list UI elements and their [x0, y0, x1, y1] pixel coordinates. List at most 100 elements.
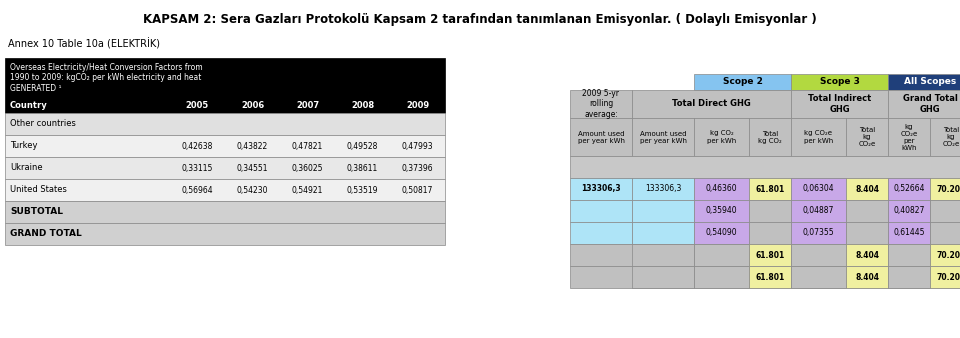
- FancyBboxPatch shape: [694, 74, 791, 90]
- FancyBboxPatch shape: [570, 222, 632, 244]
- FancyBboxPatch shape: [791, 244, 846, 266]
- Text: Overseas Electricity/Heat Conversion Factors from
1990 to 2009: kgCO₂ per kWh el: Overseas Electricity/Heat Conversion Fac…: [10, 63, 203, 93]
- FancyBboxPatch shape: [846, 200, 888, 222]
- FancyBboxPatch shape: [888, 200, 930, 222]
- Text: Total Indirect
GHG: Total Indirect GHG: [808, 94, 871, 114]
- Text: 0,54230: 0,54230: [237, 186, 268, 194]
- FancyBboxPatch shape: [888, 266, 930, 288]
- FancyBboxPatch shape: [888, 118, 930, 156]
- Text: 70.204: 70.204: [936, 272, 960, 282]
- Text: 133306,3: 133306,3: [645, 185, 682, 193]
- FancyBboxPatch shape: [791, 222, 846, 244]
- Text: Total
kg
CO₂e: Total kg CO₂e: [943, 127, 960, 147]
- Text: 0,35940: 0,35940: [706, 207, 737, 216]
- Text: SUBTOTAL: SUBTOTAL: [10, 208, 63, 217]
- Text: 0,54090: 0,54090: [706, 228, 737, 238]
- Text: 8.404: 8.404: [855, 185, 879, 193]
- FancyBboxPatch shape: [632, 200, 694, 222]
- FancyBboxPatch shape: [5, 113, 445, 135]
- Text: Other countries: Other countries: [10, 120, 76, 128]
- Text: 2006: 2006: [241, 100, 264, 110]
- Text: Amount used
per year kWh: Amount used per year kWh: [639, 130, 686, 144]
- FancyBboxPatch shape: [930, 266, 960, 288]
- FancyBboxPatch shape: [888, 74, 960, 90]
- Text: 70.204: 70.204: [936, 250, 960, 260]
- Text: 61.801: 61.801: [756, 185, 784, 193]
- FancyBboxPatch shape: [570, 156, 960, 178]
- FancyBboxPatch shape: [694, 266, 749, 288]
- FancyBboxPatch shape: [846, 266, 888, 288]
- Text: Turkey: Turkey: [10, 142, 37, 150]
- Text: 0,42638: 0,42638: [181, 142, 213, 150]
- FancyBboxPatch shape: [632, 118, 694, 156]
- FancyBboxPatch shape: [570, 200, 632, 222]
- FancyBboxPatch shape: [694, 118, 749, 156]
- FancyBboxPatch shape: [632, 178, 694, 200]
- FancyBboxPatch shape: [846, 118, 888, 156]
- FancyBboxPatch shape: [791, 74, 888, 90]
- FancyBboxPatch shape: [888, 178, 930, 200]
- FancyBboxPatch shape: [694, 200, 749, 222]
- Text: 2008: 2008: [351, 100, 374, 110]
- Text: 0,47821: 0,47821: [292, 142, 324, 150]
- FancyBboxPatch shape: [694, 222, 749, 244]
- Text: Ukraine: Ukraine: [10, 164, 42, 172]
- Text: United States: United States: [10, 186, 67, 194]
- FancyBboxPatch shape: [5, 179, 445, 201]
- Text: kg
CO₂e
per
kWh: kg CO₂e per kWh: [900, 123, 918, 150]
- Text: 0,53519: 0,53519: [347, 186, 378, 194]
- Text: Annex 10 Table 10a (ELEKTRİK): Annex 10 Table 10a (ELEKTRİK): [8, 38, 160, 49]
- Text: 0,33115: 0,33115: [181, 164, 213, 172]
- Text: kg CO₂e
per kWh: kg CO₂e per kWh: [804, 130, 833, 144]
- Text: 61.801: 61.801: [756, 272, 784, 282]
- Text: 70.204: 70.204: [936, 185, 960, 193]
- Text: GRAND TOTAL: GRAND TOTAL: [10, 230, 82, 239]
- Text: 0,50817: 0,50817: [402, 186, 433, 194]
- FancyBboxPatch shape: [694, 178, 749, 200]
- Text: 2009: 2009: [406, 100, 429, 110]
- FancyBboxPatch shape: [570, 244, 960, 266]
- FancyBboxPatch shape: [846, 178, 888, 200]
- Text: Country: Country: [10, 100, 48, 110]
- FancyBboxPatch shape: [749, 118, 791, 156]
- FancyBboxPatch shape: [5, 223, 445, 245]
- Text: 0,56964: 0,56964: [181, 186, 213, 194]
- FancyBboxPatch shape: [930, 178, 960, 200]
- FancyBboxPatch shape: [888, 90, 960, 118]
- Text: 0,37396: 0,37396: [401, 164, 433, 172]
- FancyBboxPatch shape: [5, 58, 445, 113]
- FancyBboxPatch shape: [791, 178, 846, 200]
- FancyBboxPatch shape: [846, 222, 888, 244]
- Text: 0,36025: 0,36025: [292, 164, 324, 172]
- Text: 61.801: 61.801: [756, 250, 784, 260]
- FancyBboxPatch shape: [749, 222, 791, 244]
- FancyBboxPatch shape: [791, 266, 846, 288]
- FancyBboxPatch shape: [570, 266, 960, 288]
- FancyBboxPatch shape: [5, 201, 445, 223]
- Text: kg CO₂
per kWh: kg CO₂ per kWh: [707, 130, 736, 144]
- Text: 0,07355: 0,07355: [803, 228, 834, 238]
- FancyBboxPatch shape: [632, 266, 694, 288]
- FancyBboxPatch shape: [749, 200, 791, 222]
- Text: 0,52664: 0,52664: [893, 185, 924, 193]
- Text: Scope 3: Scope 3: [820, 77, 859, 87]
- FancyBboxPatch shape: [791, 200, 846, 222]
- FancyBboxPatch shape: [791, 118, 846, 156]
- FancyBboxPatch shape: [888, 222, 930, 244]
- Text: 0,38611: 0,38611: [347, 164, 378, 172]
- FancyBboxPatch shape: [632, 244, 694, 266]
- FancyBboxPatch shape: [930, 244, 960, 266]
- FancyBboxPatch shape: [570, 178, 632, 200]
- Text: 0,54921: 0,54921: [292, 186, 324, 194]
- Text: 0,61445: 0,61445: [893, 228, 924, 238]
- Text: 0,34551: 0,34551: [237, 164, 268, 172]
- Text: 0,47993: 0,47993: [401, 142, 433, 150]
- Text: 2009 5-yr
rolling
average:: 2009 5-yr rolling average:: [583, 89, 619, 119]
- Text: 0,46360: 0,46360: [706, 185, 737, 193]
- Text: 0,04887: 0,04887: [803, 207, 834, 216]
- FancyBboxPatch shape: [791, 90, 888, 118]
- FancyBboxPatch shape: [888, 244, 930, 266]
- FancyBboxPatch shape: [5, 135, 445, 157]
- FancyBboxPatch shape: [846, 244, 888, 266]
- FancyBboxPatch shape: [5, 157, 445, 179]
